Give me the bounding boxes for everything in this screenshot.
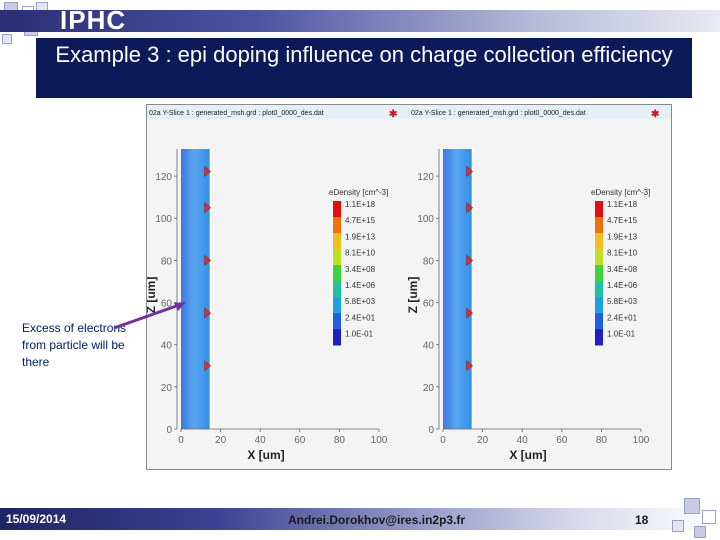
legend-label: 4.7E+15 [345,216,376,225]
x-tick-label: 20 [477,435,489,446]
plot-panel-1: 02a Y-Slice 1 : generated_msh.grd : plot… [144,105,409,462]
brand-logo-text: IPHC [60,5,127,35]
electron-marker [204,307,212,319]
electron-marker [466,307,474,319]
density-strip [443,149,473,429]
legend-title: eDensity [cm^-3] [591,188,650,197]
y-tick-label: 40 [161,341,173,352]
annotation-text: Excess of electrons from particle will b… [22,321,127,369]
electron-marker [466,166,474,178]
legend-color-swatch [595,217,603,234]
legend-color-swatch [595,233,603,250]
legend-label: 5.8E+03 [345,297,376,306]
density-strip [181,149,211,429]
x-tick-label: 0 [178,435,184,446]
y-tick-label: 100 [155,214,172,225]
legend-color-swatch [333,313,341,330]
y-axis-label: Z [um] [406,277,420,314]
y-tick-label: 20 [423,383,435,394]
legend-label: 1.0E-01 [607,330,636,339]
electron-marker [466,202,474,214]
legend-label: 1.0E-01 [345,330,374,339]
legend-label: 1.1E+18 [607,200,638,209]
x-tick-label: 80 [334,435,346,446]
electron-marker [204,202,212,214]
legend-label: 3.4E+08 [607,265,638,274]
x-tick-label: 60 [294,435,306,446]
legend-label: 3.4E+08 [345,265,376,274]
electron-marker [466,254,474,266]
legend-label: 1.1E+18 [345,200,376,209]
legend-color-swatch [333,217,341,234]
legend-color-swatch [333,201,341,218]
legend-label: 4.7E+15 [607,216,638,225]
plot-panel-2: 02a Y-Slice 1 : generated_msh.grd : plot… [406,105,671,462]
plot-header-bar [409,105,671,119]
legend-color-swatch [333,233,341,250]
electron-marker [466,360,474,372]
legend-color-swatch [595,281,603,298]
legend-label: 8.1E+10 [607,249,638,258]
y-axis-label: Z [um] [147,277,158,314]
page-number: 18 [635,513,649,527]
x-tick-label: 60 [556,435,568,446]
y-tick-label: 100 [417,214,434,225]
x-tick-label: 100 [371,435,388,446]
x-tick-label: 0 [440,435,446,446]
y-tick-label: 120 [155,172,172,183]
x-tick-label: 20 [215,435,227,446]
legend-color-swatch [595,313,603,330]
legend-label: 1.9E+13 [345,232,376,241]
slide-title: Example 3 : epi doping influence on char… [36,38,692,98]
legend-label: 5.8E+03 [607,297,638,306]
y-tick-label: 0 [166,425,172,436]
legend-label: 2.4E+01 [607,313,638,322]
x-tick-label: 40 [517,435,529,446]
y-tick-label: 0 [428,425,434,436]
legend-color-swatch [333,297,341,314]
y-tick-label: 40 [423,341,435,352]
density-plots-svg: 02a Y-Slice 1 : generated_msh.grd : plot… [144,105,671,462]
y-tick-label: 20 [161,383,173,394]
legend-color-swatch [333,329,341,346]
electron-marker [204,254,212,266]
legend-color-swatch [333,281,341,298]
footer-author: Andrei.Dorokhov@ires.in2p3.fr [288,513,466,527]
legend-label: 2.4E+01 [345,313,376,322]
legend-label: 8.1E+10 [345,249,376,258]
plot-tool-icon: ✱ [389,109,398,120]
y-tick-label: 120 [417,172,434,183]
simulation-figure: 02a Y-Slice 1 : generated_msh.grd : plot… [144,104,672,470]
annotation-arrow [113,302,186,330]
footer-date: 15/09/2014 [6,512,67,526]
electron-marker [204,166,212,178]
legend-color-swatch [595,265,603,282]
electron-marker [204,360,212,372]
x-axis-label: X [um] [509,448,546,462]
header-bar [0,10,720,32]
legend-label: 1.4E+06 [345,281,376,290]
footer-bar [0,508,720,530]
legend-title: eDensity [cm^-3] [329,188,388,197]
x-tick-label: 80 [596,435,608,446]
legend-color-swatch [595,297,603,314]
legend-color-swatch [333,265,341,282]
y-tick-label: 60 [161,299,173,310]
legend-label: 1.9E+13 [607,232,638,241]
x-axis-label: X [um] [247,448,284,462]
legend-color-swatch [595,201,603,218]
legend-color-swatch [333,249,341,266]
plot-tool-icon: ✱ [651,109,660,120]
y-tick-label: 80 [423,256,435,267]
legend-label: 1.4E+06 [607,281,638,290]
plot-header-text: 02a Y-Slice 1 : generated_msh.grd : plot… [411,110,586,117]
y-tick-label: 60 [423,299,435,310]
x-tick-label: 40 [255,435,267,446]
y-tick-label: 80 [161,256,173,267]
plot-header-text: 02a Y-Slice 1 : generated_msh.grd : plot… [149,110,324,117]
plot-header-bar [147,105,409,119]
legend-color-swatch [595,249,603,266]
legend-color-swatch [595,329,603,346]
x-tick-label: 100 [633,435,650,446]
